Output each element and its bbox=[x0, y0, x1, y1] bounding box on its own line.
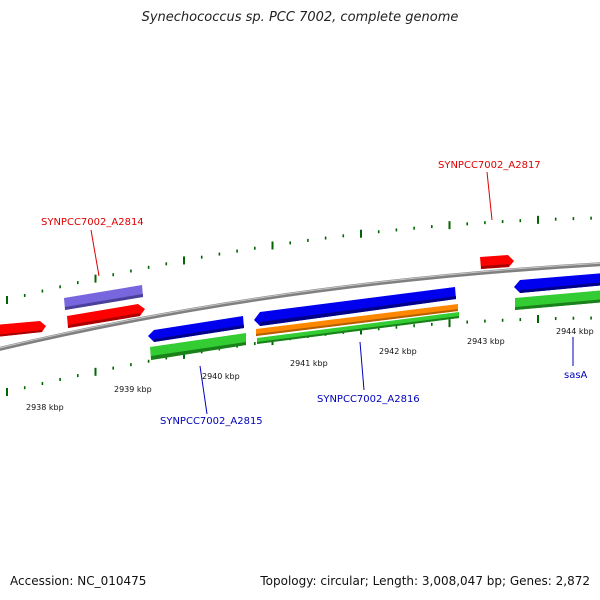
gene-feature-left-red[interactable] bbox=[0, 321, 46, 337]
kbp-label: 2941 kbp bbox=[290, 359, 328, 368]
page-title: Synechococcus sp. PCC 7002, complete gen… bbox=[141, 10, 459, 25]
gene-feature-sasa-green[interactable] bbox=[515, 290, 600, 310]
gene-feature-a2814-lavender[interactable] bbox=[64, 285, 143, 310]
outer-tick-ring bbox=[6, 215, 592, 304]
kbp-label: 2943 kbp bbox=[467, 337, 505, 346]
kbp-label: 2939 kbp bbox=[114, 385, 152, 394]
callout-line-a2817 bbox=[486, 171, 493, 221]
accession-label: Accession: NC_010475 bbox=[10, 574, 147, 588]
gene-feature-a2815-green[interactable] bbox=[150, 333, 246, 360]
gene-label-a2814[interactable]: SYNPCC7002_A2814 bbox=[41, 217, 144, 228]
gene-feature-sasa-blue[interactable] bbox=[514, 273, 600, 293]
gene-label-a2815[interactable]: SYNPCC7002_A2815 bbox=[160, 416, 263, 427]
kbp-label: 2944 kbp bbox=[556, 327, 594, 336]
kbp-label: 2942 kbp bbox=[379, 347, 417, 356]
gene-feature-a2816-green[interactable] bbox=[257, 312, 459, 344]
genome-backbone bbox=[0, 262, 600, 351]
callout-line-a2815 bbox=[199, 365, 208, 415]
genome-backbone-highlight bbox=[0, 262, 600, 349]
kbp-label: 2938 kbp bbox=[26, 403, 64, 412]
genome-summary: Topology: circular; Length: 3,008,047 bp… bbox=[260, 574, 590, 588]
gene-label-a2816[interactable]: SYNPCC7002_A2816 bbox=[317, 394, 420, 405]
gene-feature-a2817-red[interactable] bbox=[480, 255, 514, 269]
gene-label-a2817[interactable]: SYNPCC7002_A2817 bbox=[438, 160, 541, 171]
callout-line-a2814 bbox=[90, 229, 100, 277]
callout-line-a2816 bbox=[359, 341, 365, 391]
gene-feature-a2815-blue[interactable] bbox=[148, 316, 244, 342]
gene-label-sasa[interactable]: sasA bbox=[564, 370, 588, 381]
gene-feature-a2814-red[interactable] bbox=[67, 304, 145, 328]
gene-feature-a2816-orange[interactable] bbox=[256, 304, 458, 336]
gene-feature-a2816-blue[interactable] bbox=[254, 287, 456, 326]
kbp-label: 2940 kbp bbox=[202, 372, 240, 381]
